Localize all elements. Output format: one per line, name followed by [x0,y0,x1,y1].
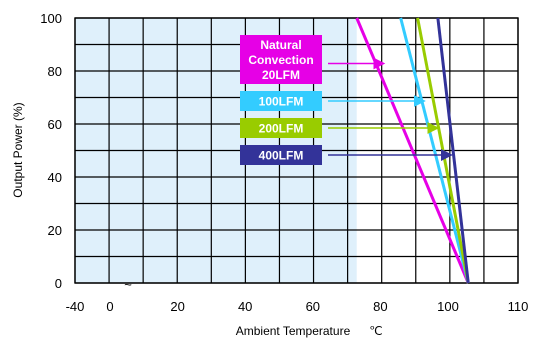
legend-box-0 [240,35,322,84]
axis-break-symbol: ~ [124,277,132,292]
legend-label: Natural [260,38,301,52]
y-tick-label: 20 [48,223,62,238]
x-tick-label: -40 [66,299,85,314]
y-tick-label: 40 [48,170,62,185]
x-axis-label: Ambient Temperature [236,324,351,338]
x-tick-label: 80 [373,299,387,314]
y-axis-label: Output Power (%) [11,102,25,197]
series-line-3 [436,17,470,284]
y-tick-label: 60 [48,117,62,132]
series-line-1 [399,17,470,284]
y-tick-label: 0 [55,276,62,291]
legend-label: 400LFM [259,149,304,163]
legend-box-2 [240,118,322,138]
x-tick-label: 0 [106,299,113,314]
x-axis-unit: ℃ [369,324,382,338]
legend-box-3 [240,145,322,165]
legend-label: 100LFM [259,95,304,109]
plot-frame [74,17,519,284]
y-tick-label: 80 [48,64,62,79]
x-tick-label: 40 [238,299,252,314]
legend-label: 200LFM [259,122,304,136]
x-tick-label: 100 [437,299,459,314]
legend-label: Convection [248,53,313,67]
y-tick-label: 100 [40,11,62,26]
legend-box-1 [240,91,322,111]
legend-label: 20LFM [262,68,300,82]
x-tick-label: 20 [170,299,184,314]
x-tick-label: 60 [306,299,320,314]
x-tick-label: 110 [508,299,529,314]
